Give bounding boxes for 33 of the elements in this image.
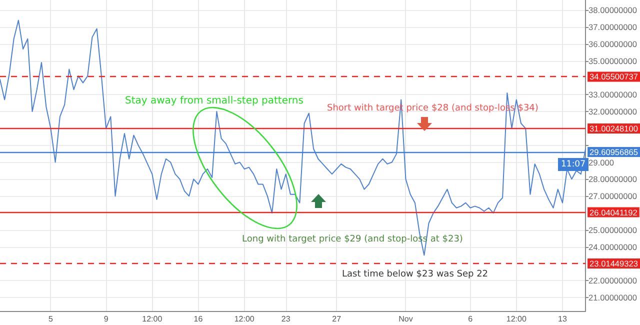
annotation: Stay away from small-step patterns — [125, 96, 304, 106]
y-tick-label: 36.00000000 — [588, 38, 638, 49]
y-tick-label: 29.000 — [588, 157, 614, 168]
x-tick-label: 12:00 — [234, 314, 255, 324]
y-tick-label: 33.00000000 — [588, 90, 638, 100]
ref-line-label: 23.01449323 — [590, 258, 638, 269]
y-tick-label: 27.00000000 — [588, 191, 638, 202]
y-tick-label: 28.00000000 — [588, 174, 638, 184]
y-tick-label: 32.00000000 — [588, 106, 638, 117]
annotation: Last time below $23 was Sep 22 — [342, 270, 488, 280]
x-tick-label: 16 — [194, 314, 204, 324]
x-tick-label: 23 — [281, 314, 291, 324]
x-tick-label: 12:00 — [142, 314, 163, 324]
y-tick-label: 22.00000000 — [588, 276, 638, 286]
x-tick-label: 5 — [48, 314, 54, 324]
x-tick-label: 12:00 — [506, 314, 527, 324]
x-tick-label: 13 — [558, 314, 568, 324]
annotation: 11:07 — [561, 160, 586, 170]
x-tick-label: 6 — [468, 314, 474, 324]
ref-line-label: 31.00248100 — [590, 123, 638, 134]
ref-line-label: 34.05500737 — [590, 72, 638, 82]
y-tick-label: 24.00000000 — [588, 242, 638, 252]
y-tick-label: 38.00000000 — [588, 5, 638, 16]
ref-line-label: 26.04041192 — [590, 207, 638, 218]
x-tick-label: Nov — [398, 314, 413, 324]
y-tick-label: 35.00000000 — [588, 56, 638, 66]
x-tick-label: 9 — [104, 314, 109, 324]
y-tick-label: 37.00000000 — [588, 22, 638, 32]
y-tick-label: 21.00000000 — [588, 292, 638, 302]
ref-line-label: 29.60956865 — [590, 146, 638, 157]
line-series — [0, 20, 586, 256]
y-tick-label: 25.00000000 — [588, 224, 638, 235]
x-tick-label: 27 — [332, 314, 342, 324]
